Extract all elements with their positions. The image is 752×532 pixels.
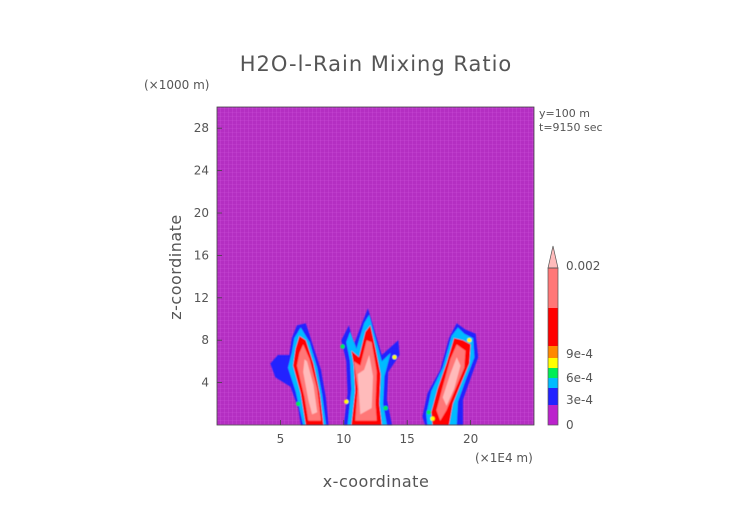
- x-tick-label: 5: [277, 432, 285, 446]
- colorbar: 0 3e-4 6e-4 9e-4 0.002: [547, 245, 600, 432]
- left-core-layer-4: [303, 359, 318, 415]
- fringe-mark: [340, 344, 345, 349]
- y-tick-label: 24: [194, 164, 209, 178]
- colorbar-label: 6e-4: [566, 371, 593, 385]
- colorbar-frame: [547, 267, 559, 426]
- y-scale-label: (×1000 m): [144, 78, 209, 92]
- fringe-mark: [430, 416, 435, 421]
- colorbar-band: [548, 358, 558, 368]
- fringe-mark: [426, 410, 431, 415]
- colorbar-label: 0.002: [566, 259, 600, 273]
- y-tick-label: 4: [201, 376, 209, 390]
- y-tick-label: 20: [194, 206, 209, 220]
- chart-title: H2O-l-Rain Mixing Ratio: [240, 52, 513, 76]
- colorbar-band: [548, 346, 558, 358]
- colorbar-extend-arrow: [547, 245, 559, 269]
- colorbar-label: 0: [566, 418, 574, 432]
- y-tick-label: 12: [194, 291, 209, 305]
- colorbar-band: [548, 405, 558, 425]
- annotation-y: y=100 m: [539, 107, 590, 120]
- annotation-t: t=9150 sec: [539, 121, 603, 134]
- y-tick-label: 8: [201, 333, 209, 347]
- colorbar-band: [548, 308, 558, 346]
- x-axis-ticks: 5 10 15 20: [277, 420, 478, 446]
- colorbar-label: 9e-4: [566, 347, 593, 361]
- colorbar-band: [548, 378, 558, 388]
- x-axis-label: x-coordinate: [323, 472, 430, 491]
- y-axis-ticks: 4 8 12 16 20 24 28: [194, 121, 222, 390]
- center-core-layer-4: [357, 355, 373, 415]
- colorbar-label: 3e-4: [566, 393, 593, 407]
- y-tick-label: 28: [194, 121, 209, 135]
- y-axis-label: z-coordinate: [166, 214, 185, 320]
- colorbar-band: [548, 368, 558, 378]
- precipitation-cores: [270, 308, 479, 425]
- fringe-mark: [344, 399, 349, 404]
- colorbar-band: [548, 388, 558, 405]
- x-tick-label: 20: [463, 432, 478, 446]
- right-core-layer-4: [442, 357, 461, 406]
- x-tick-label: 15: [400, 432, 415, 446]
- fringe-mark: [383, 405, 388, 411]
- x-scale-label: (×1E4 m): [475, 451, 533, 465]
- x-tick-label: 10: [336, 432, 351, 446]
- colorbar-band: [548, 268, 558, 308]
- plot-frame: [216, 106, 535, 426]
- fringe-mark: [295, 401, 301, 406]
- y-tick-label: 16: [194, 248, 209, 262]
- fringe-mark: [467, 338, 472, 343]
- fringe-mark: [392, 354, 397, 360]
